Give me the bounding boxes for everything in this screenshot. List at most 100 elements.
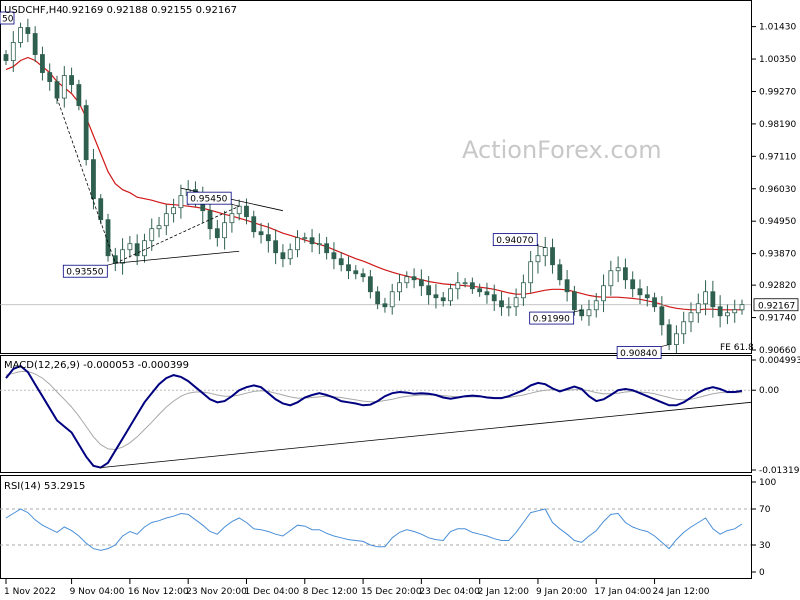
candle-body <box>295 237 300 251</box>
price-annotation-box <box>529 311 575 325</box>
candle-body <box>10 42 16 61</box>
price-annotation-label: 0.91990 <box>533 315 570 325</box>
candle-body <box>69 75 74 85</box>
candle-body <box>477 288 483 293</box>
ohlc-header: 0.92169 0.92188 0.92155 0.92167 <box>62 5 237 16</box>
candle-body <box>433 294 439 299</box>
candle-body <box>156 225 162 230</box>
watermark: ActionForex.com <box>462 136 662 164</box>
trendlines <box>56 97 283 264</box>
macd-lines <box>5 364 752 469</box>
candle-body <box>83 105 89 161</box>
ma-layer: 0.92167 <box>0 56 799 312</box>
candle-body <box>171 207 177 215</box>
candle-body <box>302 237 308 240</box>
rsi-tick-label: 30 <box>759 541 771 551</box>
candle-body <box>105 219 111 257</box>
rsi-tick-label: 70 <box>759 505 771 515</box>
x-tick-label: 23 Nov 20:00 <box>186 587 247 597</box>
candle-body <box>499 300 504 308</box>
price-tick-label: 0.97110 <box>759 152 796 162</box>
candle-body <box>163 213 169 227</box>
candle-body <box>346 264 351 272</box>
candle-body <box>695 303 701 314</box>
macd-tick-label: 0.00 <box>759 386 779 396</box>
price-panel-frame <box>0 0 752 354</box>
triangle-lower-trendline <box>115 250 240 264</box>
x-tick-label: 15 Dec 20:00 <box>361 587 422 597</box>
candle-body <box>710 291 716 308</box>
x-tick-label: 23 Dec 04:00 <box>419 587 480 597</box>
rsi-line <box>5 508 743 551</box>
candle-body <box>244 205 249 218</box>
candle-body <box>258 231 264 236</box>
candle-body <box>54 81 60 99</box>
candle-body <box>681 321 687 335</box>
candle-body <box>615 267 621 272</box>
candle-body <box>586 309 592 317</box>
candle-body <box>426 285 432 296</box>
price-tick-label: 0.92820 <box>759 281 796 291</box>
rsi-axis: 100 70 30 0 <box>0 478 776 578</box>
candle-body <box>32 33 38 55</box>
candle-body <box>287 249 293 260</box>
price-annotation-pointer <box>661 344 670 347</box>
candle-body <box>520 282 526 299</box>
candle-body <box>535 255 541 263</box>
price-annotation-box <box>186 191 232 205</box>
price-grid: 1.01430 1.00350 0.99270 0.98190 0.97110 0.960… <box>751 23 796 356</box>
price-annotations: 0.93550 0.95450 0.94070 0.91990 0.90840 50 FE … <box>0 11 754 359</box>
candle-body <box>571 291 577 311</box>
price-annotation-pointer <box>573 309 582 313</box>
candle-body <box>382 303 388 308</box>
macd-tick-label: -0.013193 <box>759 466 800 476</box>
current-price-label: 0.92167 <box>758 301 795 311</box>
candle-body <box>601 285 606 302</box>
candle-body <box>280 252 286 260</box>
candle-body <box>688 312 694 323</box>
candle-body <box>440 297 446 302</box>
candle-body <box>593 300 599 311</box>
candle-body <box>178 195 184 209</box>
top-left-annotation-label: 50 <box>2 15 14 25</box>
candle-body <box>367 276 373 293</box>
candle-body <box>229 213 235 224</box>
macd-tick-label: 0.004993 <box>759 356 800 366</box>
candle-body <box>448 288 453 302</box>
candle-body <box>491 294 497 302</box>
candle-body <box>316 243 322 246</box>
macd-signal-line <box>5 371 742 451</box>
price-tick-label: 0.96030 <box>759 185 796 195</box>
candle-body <box>506 306 512 309</box>
candle-body <box>309 237 315 245</box>
candle-body <box>637 288 643 296</box>
price-tick-label: 0.98190 <box>759 120 796 130</box>
candle-body <box>273 240 279 254</box>
candle-body <box>550 247 555 266</box>
price-annotation-box <box>616 346 662 359</box>
candle-body <box>236 205 242 215</box>
projection-dashed-line-a <box>115 205 240 264</box>
x-tick-label: 8 Dec 12:00 <box>303 587 358 597</box>
candle-body <box>455 282 461 290</box>
candle-body <box>207 210 213 230</box>
price-tick-label: 0.90660 <box>759 346 796 356</box>
candle-body <box>739 304 745 311</box>
candle-body <box>411 276 417 281</box>
candle-body <box>608 270 614 287</box>
candle-body <box>542 247 548 257</box>
current-price-box <box>753 298 799 312</box>
candle-body <box>469 282 475 290</box>
candle-body <box>76 84 82 106</box>
price-tick-label: 0.91740 <box>759 314 796 324</box>
candle-body <box>564 279 570 293</box>
candle-body <box>61 75 67 99</box>
x-tick-label: 16 Nov 12:00 <box>128 587 189 597</box>
x-tick-label: 1 Dec 04:00 <box>244 587 299 597</box>
price-annotation-label: 0.93550 <box>66 268 103 278</box>
candle-body <box>674 333 679 345</box>
price-annotation-pointer <box>537 245 546 248</box>
candle-body <box>484 291 490 296</box>
